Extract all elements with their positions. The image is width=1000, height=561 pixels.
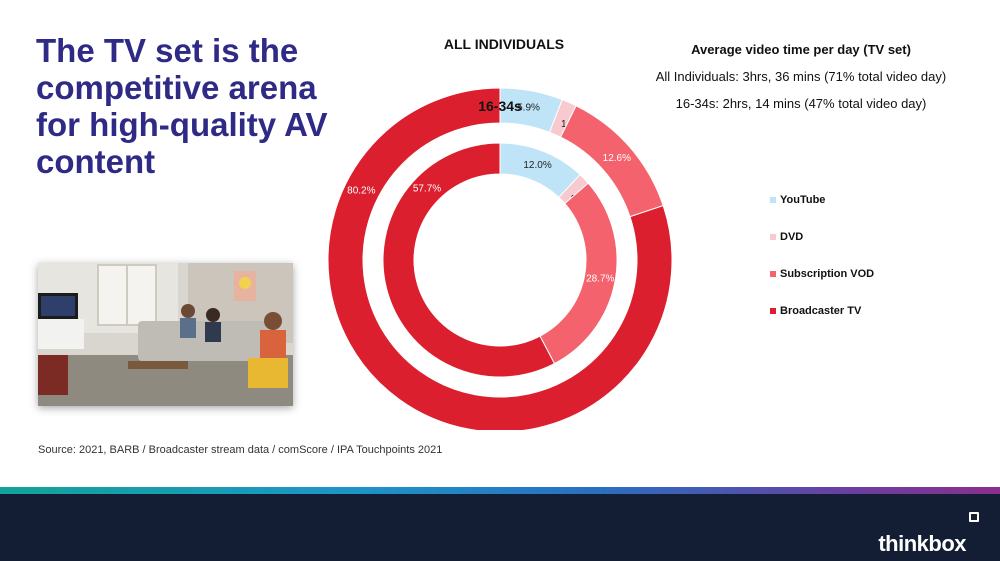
legend-swatch-subscription-vod [770, 270, 776, 277]
footer-bar [0, 487, 1000, 561]
legend-label-youtube: YouTube [780, 193, 826, 206]
slide-title: The TV set is the competitive arena for … [36, 32, 328, 180]
average-time-all-individuals: All Individuals: 3hrs, 36 mins (71% tota… [655, 69, 947, 84]
inner-label-broadcaster-tv: 57.7% [413, 183, 441, 194]
average-time-title: Average video time per day (TV set) [691, 42, 911, 57]
footer-gradient-stripe [0, 487, 1000, 494]
average-time-16-34s: 16-34s: 2hrs, 14 mins (47% total video d… [675, 96, 927, 111]
outer-label-broadcaster-tv: 80.2% [347, 185, 375, 196]
legend-swatch-broadcaster-tv [770, 307, 776, 314]
chart-legend: YouTube DVD Subscription VOD Broadcaster… [770, 181, 874, 329]
nested-donut-chart: 5.9%1.4%12.6%80.2%12.0%1.6%28.7%57.7% AL… [320, 30, 680, 435]
legend-swatch-dvd [770, 233, 776, 240]
inner-ring-title: 16-34s [478, 98, 522, 114]
outer-slice-broadcaster-tv [327, 87, 673, 433]
logo-square-icon [969, 512, 979, 522]
inner-slice-broadcaster-tv [382, 142, 556, 378]
living-room-photo [38, 263, 293, 406]
legend-item-broadcaster-tv: Broadcaster TV [770, 292, 874, 329]
donut-svg: 5.9%1.4%12.6%80.2%12.0%1.6%28.7%57.7% [327, 87, 673, 433]
thinkbox-logo: thinkbox [878, 531, 966, 556]
inner-label-subscription-vod: 28.7% [586, 273, 614, 284]
outer-label-youtube: 5.9% [517, 102, 540, 113]
legend-item-youtube: YouTube [770, 181, 874, 218]
source-note: Source: 2021, BARB / Broadcaster stream … [38, 444, 443, 456]
inner-label-youtube: 12.0% [523, 160, 551, 171]
outer-ring-title: ALL INDIVIDUALS [443, 36, 565, 52]
legend-label-dvd: DVD [780, 230, 804, 243]
legend-item-dvd: DVD [770, 218, 874, 255]
legend-item-subscription-vod: Subscription VOD [770, 255, 874, 292]
legend-label-subscription-vod: Subscription VOD [780, 267, 875, 280]
legend-swatch-youtube [770, 196, 776, 203]
outer-label-subscription-vod: 12.6% [603, 153, 631, 164]
legend-label-broadcaster-tv: Broadcaster TV [780, 304, 862, 317]
